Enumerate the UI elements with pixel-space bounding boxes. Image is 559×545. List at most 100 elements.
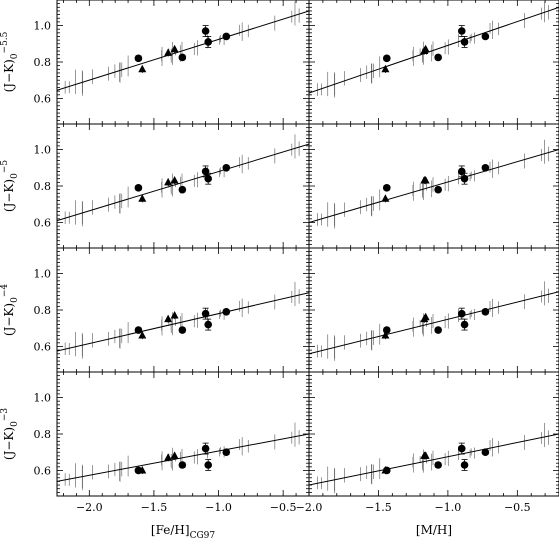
- y-tick-label: 0.6: [34, 216, 52, 229]
- panel-row2-left: 0.6 0.8 1.0 (J−K)0−5: [0, 123, 310, 249]
- data-point-triangle: [170, 310, 179, 319]
- data-point-circle: [201, 309, 210, 318]
- y-tick-label: 1.0: [34, 20, 52, 33]
- data-point-circle: [434, 326, 442, 334]
- x-tick-label: −2.0: [76, 501, 103, 514]
- data-point-circle: [481, 448, 490, 457]
- x-tick-label: −1.5: [141, 501, 168, 514]
- data-point-triangle: [420, 314, 429, 323]
- data-point-circle: [204, 174, 212, 183]
- data-point-triangle: [381, 64, 390, 73]
- panel-frame: [308, 247, 559, 373]
- panel-frame: [56, 247, 310, 373]
- data-point-triangle: [170, 44, 179, 53]
- data-point-circle: [481, 308, 490, 316]
- panel-row4-left: 0.6 0.8 1.0 −2.0 −1.5 −1.0 −0.5 (J−K)0−3 [Fe/H]C…: [0, 371, 310, 541]
- y-tick-label: 0.8: [34, 304, 52, 317]
- y-tick-label: 1.0: [34, 392, 52, 405]
- data-point-circle: [457, 27, 466, 35]
- y-tick-label: 0.6: [34, 92, 52, 105]
- panel-row4-right: −2.0 −1.5 −1.0 −0.5 [M/H]: [296, 371, 559, 537]
- data-point-triangle: [170, 176, 179, 184]
- data-point-circle: [134, 54, 143, 63]
- plot-area: [57, 1, 309, 96]
- y-tick-label: 0.8: [34, 56, 52, 69]
- x-tick-label: −0.5: [270, 501, 297, 514]
- plot-area: [309, 422, 559, 494]
- plot-area: [309, 139, 559, 229]
- panel-row1-right: [308, 0, 559, 125]
- data-point-triangle: [164, 177, 173, 186]
- panel-row3-left: 0.6 0.8 1.0 (J−K)0−4: [0, 247, 310, 373]
- data-point-triangle: [420, 46, 429, 55]
- data-point-triangle: [381, 465, 390, 474]
- fit-line: [57, 10, 309, 91]
- data-point-circle: [460, 38, 469, 46]
- fit-line: [309, 149, 559, 223]
- data-point-circle: [201, 27, 210, 35]
- x-axis-label: [M/H]: [416, 523, 452, 537]
- y-axis-label: (J−K)0−5: [0, 160, 20, 212]
- data-point-circle: [178, 53, 187, 62]
- data-point-circle: [382, 54, 391, 63]
- data-point-triangle: [138, 465, 147, 474]
- data-point-triangle: [381, 194, 390, 202]
- data-point-triangle: [420, 451, 429, 459]
- plot-area: [57, 281, 309, 359]
- fit-line: [309, 433, 559, 486]
- plot-area: [57, 422, 309, 491]
- y-tick-label: 0.6: [34, 340, 52, 353]
- data-point-circle: [178, 461, 187, 469]
- data-point-circle: [457, 309, 466, 318]
- panel-row2-right: [308, 123, 559, 249]
- data-point-circle: [434, 185, 442, 194]
- plot-area: [309, 281, 559, 361]
- fit-line: [309, 6, 559, 94]
- data-point-triangle: [420, 176, 429, 184]
- data-point-circle: [134, 184, 143, 192]
- data-point-circle: [434, 53, 442, 62]
- data-point-circle: [460, 320, 469, 329]
- fit-line: [309, 291, 559, 355]
- data-point-circle: [457, 444, 466, 453]
- data-point-circle: [222, 448, 231, 457]
- y-tick-label: 1.0: [34, 144, 52, 157]
- fit-line: [57, 292, 309, 352]
- data-point-circle: [382, 326, 391, 334]
- data-point-circle: [434, 461, 442, 469]
- panel-row1-left: 0.6 0.8 1.0 (J−K)0−5.5: [0, 0, 310, 125]
- data-point-triangle: [164, 48, 173, 56]
- data-point-circle: [222, 308, 231, 316]
- data-point-circle: [178, 185, 187, 194]
- x-tick-label: −1.0: [435, 501, 462, 514]
- data-point-circle: [201, 444, 210, 453]
- data-point-circle: [382, 184, 391, 192]
- data-point-circle: [222, 163, 231, 172]
- panel-frame: [56, 371, 310, 497]
- panel-row3-right: [308, 247, 559, 373]
- data-point-circle: [204, 38, 212, 46]
- y-tick-label: 1.0: [34, 268, 52, 281]
- x-tick-label: −1.5: [365, 501, 392, 514]
- fit-line: [57, 433, 309, 482]
- y-axis-label: (J−K)0−4: [0, 284, 20, 336]
- data-point-triangle: [138, 64, 147, 73]
- data-point-circle: [178, 326, 187, 334]
- data-point-circle: [481, 163, 490, 172]
- data-point-triangle: [138, 331, 147, 339]
- data-point-circle: [134, 326, 143, 334]
- x-axis-label: [Fe/H]CG97: [151, 523, 215, 541]
- data-point-circle: [204, 320, 212, 329]
- data-point-circle: [481, 32, 490, 41]
- data-point-circle: [222, 32, 231, 41]
- data-point-triangle: [381, 331, 390, 339]
- x-tick-label: −0.5: [504, 501, 531, 514]
- y-tick-label: 0.8: [34, 180, 52, 193]
- data-point-triangle: [164, 453, 173, 461]
- y-axis-label: (J−K)0−3: [0, 408, 20, 460]
- x-tick-label: −1.0: [205, 501, 232, 514]
- fit-line: [57, 143, 309, 222]
- panel-frame: [56, 0, 310, 125]
- data-point-triangle: [138, 194, 147, 202]
- panel-frame: [308, 0, 559, 125]
